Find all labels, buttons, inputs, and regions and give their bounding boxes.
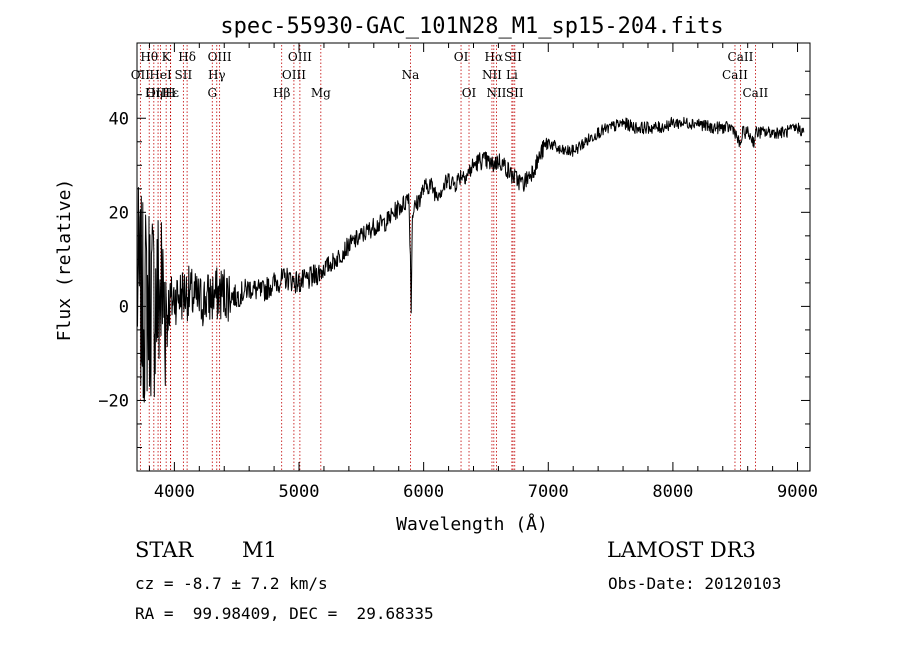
y-tick-label: −20	[98, 391, 129, 411]
x-tick-label: 7000	[528, 482, 569, 502]
observation-date: Obs-Date: 20120103	[608, 574, 782, 593]
chart-title: spec-55930-GAC_101N28_M1_sp15-204.fits	[220, 14, 723, 39]
line-marker-label: OIII	[208, 50, 232, 64]
survey-name: LAMOST DR3	[607, 538, 756, 562]
x-tick-label: 4000	[154, 482, 195, 502]
line-marker-label: NII	[486, 86, 506, 100]
y-axis-ticks: −20 0 20 40	[98, 70, 810, 448]
line-marker-label: G	[207, 86, 217, 100]
line-marker-label: Hβ	[273, 86, 290, 100]
sky-coordinates: RA = 99.98409, DEC = 29.68335	[135, 604, 434, 623]
line-marker-label: H	[165, 86, 175, 100]
line-marker-label: CaII	[728, 50, 754, 64]
line-marker-label: Hθ	[140, 50, 158, 64]
object-subclass: M1	[242, 538, 277, 562]
line-marker-label: OIII	[282, 68, 306, 82]
line-marker-label: K	[162, 50, 172, 64]
x-tick-label: 8000	[652, 482, 693, 502]
line-marker-label: Hη	[145, 86, 163, 100]
x-tick-label: 6000	[403, 482, 444, 502]
line-marker-label: Mg	[311, 86, 331, 100]
line-marker-label: Hγ	[208, 68, 226, 82]
x-tick-label: 5000	[279, 482, 320, 502]
line-marker-label: OII	[131, 68, 151, 82]
line-marker-label: CaII	[722, 68, 748, 82]
spectrum-line	[136, 116, 805, 403]
y-tick-label: 40	[109, 109, 129, 129]
spectrum-layer	[136, 116, 805, 403]
plot-border	[136, 42, 811, 472]
line-marker-label: Na	[402, 68, 420, 82]
line-marker-label: Hα	[485, 50, 504, 64]
plot-frame	[136, 42, 811, 472]
y-axis-label: Flux (relative)	[54, 179, 75, 342]
line-marker-label: Hε	[162, 86, 179, 100]
line-marker-label: OI	[454, 50, 469, 64]
line-marker-label: Hδ	[178, 50, 196, 64]
line-marker-label: CaII	[742, 86, 768, 100]
x-tick-label: 9000	[777, 482, 818, 502]
redshift-velocity: cz = -8.7 ± 7.2 km/s	[135, 574, 328, 593]
line-marker-label: OI	[462, 86, 477, 100]
line-marker-label: NII	[482, 68, 502, 82]
y-tick-label: 0	[119, 297, 129, 317]
line-marker-label: SII	[175, 68, 193, 82]
x-axis-ticks: 4000 5000 6000 7000 8000 9000	[148, 43, 818, 502]
line-marker-label: OIII	[288, 50, 312, 64]
line-marker-label: HeI	[149, 68, 172, 82]
y-tick-label: 20	[109, 203, 129, 223]
x-axis-label: Wavelength (Å)	[396, 513, 548, 535]
line-marker-label: SII	[504, 50, 522, 64]
line-marker-label: SII	[506, 86, 524, 100]
line-marker-label: OIII	[146, 86, 170, 100]
object-class: STAR	[135, 538, 194, 562]
line-marker-label: Li	[506, 68, 518, 82]
